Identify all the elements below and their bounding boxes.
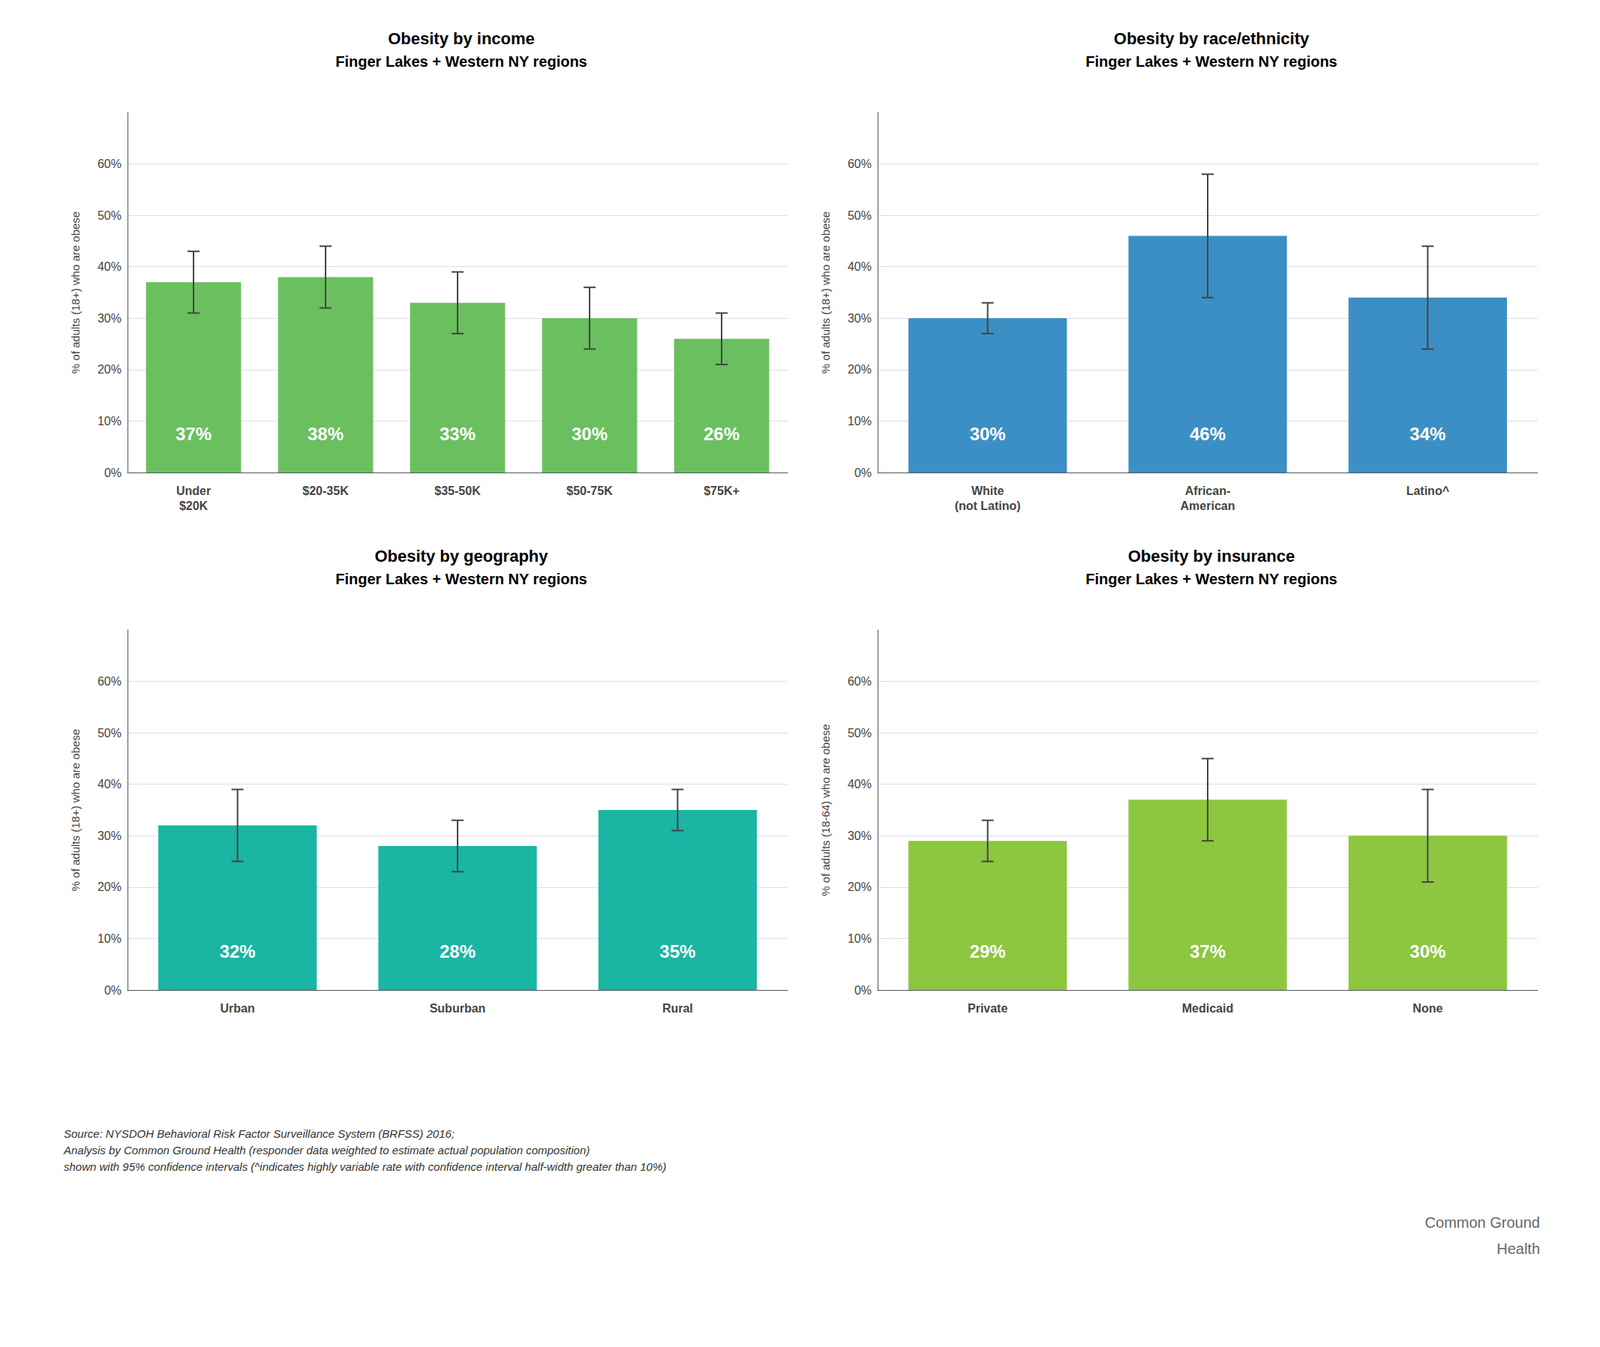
svg-text:10%: 10%	[847, 932, 872, 946]
svg-text:60%: 60%	[847, 675, 872, 688]
svg-text:10%: 10%	[97, 932, 122, 946]
svg-text:38%: 38%	[307, 423, 344, 445]
svg-text:African-: African-	[1185, 484, 1231, 498]
svg-text:30%: 30%	[847, 829, 872, 843]
svg-text:60%: 60%	[97, 675, 122, 688]
svg-text:Analysis by Common Ground Heal: Analysis by Common Ground Health (respon…	[63, 1143, 590, 1157]
svg-text:30%: 30%	[1409, 941, 1446, 962]
svg-text:32%: 32%	[219, 941, 256, 962]
svg-text:% of adults (18+) who are obes: % of adults (18+) who are obese	[69, 729, 82, 892]
svg-text:$35-50K: $35-50K	[434, 484, 481, 498]
svg-text:50%: 50%	[97, 209, 122, 223]
svg-text:40%: 40%	[847, 260, 872, 274]
svg-text:20%: 20%	[847, 363, 872, 376]
svg-text:Obesity by insurance: Obesity by insurance	[1128, 546, 1296, 566]
svg-text:37%: 37%	[1189, 941, 1226, 962]
svg-text:34%: 34%	[1409, 423, 1446, 445]
svg-text:Suburban: Suburban	[429, 1002, 487, 1015]
svg-text:50%: 50%	[847, 726, 872, 740]
svg-text:20%: 20%	[847, 880, 872, 894]
svg-text:Obesity by geography: Obesity by geography	[374, 546, 549, 566]
svg-text:37%: 37%	[175, 423, 212, 445]
svg-text:50%: 50%	[847, 209, 872, 223]
svg-text:% of adults (18-64) who are ob: % of adults (18-64) who are obese	[819, 723, 832, 896]
svg-text:Health: Health	[1496, 1240, 1540, 1258]
svg-text:50%: 50%	[97, 726, 122, 740]
svg-text:Private: Private	[967, 1002, 1008, 1015]
svg-text:American: American	[1180, 499, 1236, 513]
svg-text:0%: 0%	[104, 984, 122, 997]
svg-text:Latino^: Latino^	[1406, 484, 1450, 498]
svg-text:$75K+: $75K+	[703, 484, 740, 498]
svg-text:Finger Lakes + Western NY regi: Finger Lakes + Western NY regions	[1085, 53, 1338, 70]
svg-text:30%: 30%	[97, 312, 122, 325]
svg-text:30%: 30%	[969, 423, 1006, 445]
svg-text:Medicaid: Medicaid	[1182, 1002, 1234, 1015]
svg-text:Common Ground: Common Ground	[1425, 1214, 1540, 1231]
svg-text:$20K: $20K	[179, 499, 209, 513]
svg-text:28%: 28%	[439, 941, 476, 962]
svg-text:0%: 0%	[104, 466, 122, 480]
svg-text:46%: 46%	[1189, 423, 1226, 445]
svg-text:60%: 60%	[97, 157, 122, 171]
svg-text:60%: 60%	[847, 157, 872, 171]
svg-text:Finger Lakes + Western NY regi: Finger Lakes + Western NY regions	[1085, 570, 1338, 588]
svg-text:% of adults (18+) who are obes: % of adults (18+) who are obese	[819, 211, 832, 374]
svg-text:$20-35K: $20-35K	[302, 484, 349, 498]
svg-text:Rural: Rural	[662, 1002, 694, 1015]
svg-text:40%: 40%	[847, 777, 872, 791]
svg-text:33%: 33%	[439, 423, 476, 445]
svg-text:Finger Lakes + Western NY regi: Finger Lakes + Western NY regions	[335, 53, 588, 70]
svg-text:40%: 40%	[97, 777, 122, 791]
svg-text:$50-75K: $50-75K	[566, 484, 613, 498]
svg-text:30%: 30%	[97, 829, 122, 843]
svg-text:35%: 35%	[659, 941, 696, 962]
svg-text:40%: 40%	[97, 260, 122, 274]
svg-text:Obesity by race/ethnicity: Obesity by race/ethnicity	[1113, 29, 1310, 49]
svg-text:0%: 0%	[854, 466, 872, 480]
svg-text:shown with 95% confidence inte: shown with 95% confidence intervals (^in…	[63, 1160, 667, 1174]
svg-text:Urban: Urban	[220, 1002, 256, 1015]
svg-text:Finger Lakes + Western NY regi: Finger Lakes + Western NY regions	[335, 570, 588, 588]
svg-text:% of adults (18+) who are obes: % of adults (18+) who are obese	[69, 211, 82, 374]
svg-text:30%: 30%	[571, 423, 608, 445]
svg-text:Under: Under	[176, 484, 211, 498]
svg-text:0%: 0%	[854, 984, 872, 997]
svg-text:29%: 29%	[969, 941, 1006, 962]
svg-text:Source: NYSDOH Behavioral Risk: Source: NYSDOH Behavioral Risk Factor Su…	[63, 1127, 455, 1141]
svg-text:30%: 30%	[847, 312, 872, 325]
svg-text:(not Latino): (not Latino)	[954, 499, 1021, 513]
svg-text:Obesity by income: Obesity by income	[387, 29, 535, 49]
svg-text:10%: 10%	[847, 414, 872, 428]
svg-text:10%: 10%	[97, 414, 122, 428]
svg-text:20%: 20%	[97, 880, 122, 894]
svg-text:26%: 26%	[703, 423, 740, 445]
svg-text:20%: 20%	[97, 363, 122, 376]
svg-text:White: White	[971, 484, 1005, 498]
svg-text:None: None	[1412, 1002, 1443, 1015]
